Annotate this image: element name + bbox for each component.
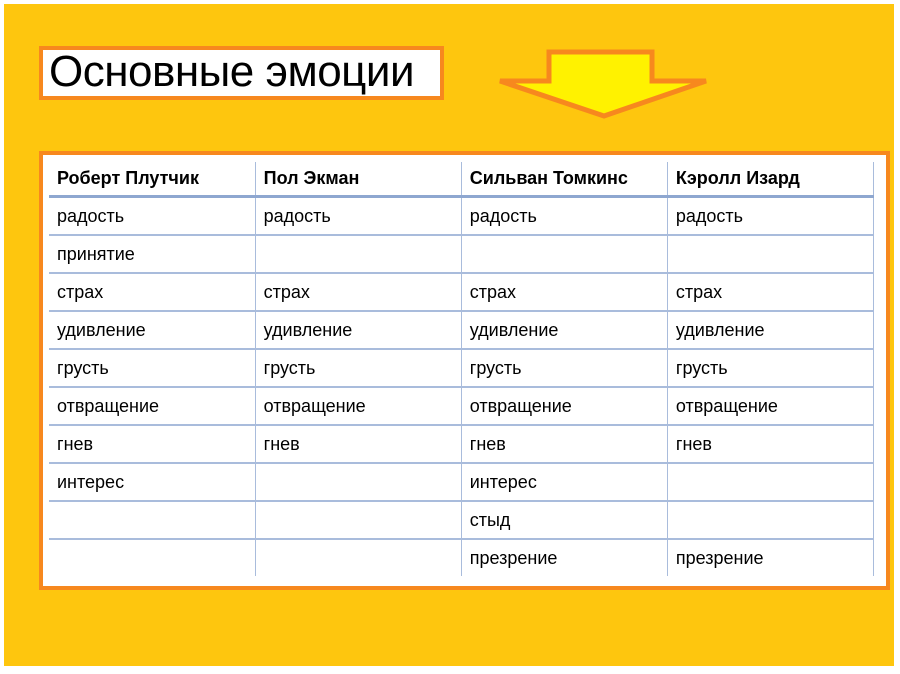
table-cell: презрение	[461, 539, 668, 576]
table-cell	[49, 501, 256, 540]
table-row: страх страх страх страх	[49, 273, 875, 312]
table-cell	[255, 539, 462, 576]
table-cell	[461, 235, 668, 274]
table-cell: радость	[461, 196, 668, 236]
column-header: Пол Экман	[255, 162, 462, 198]
table-cell	[49, 539, 256, 576]
table-cell	[255, 463, 462, 502]
title-box: Основные эмоции	[39, 46, 444, 100]
table-cell: страх	[667, 273, 875, 312]
table-row: удивление удивление удивление удивление	[49, 311, 875, 350]
table-cell: отвращение	[667, 387, 875, 426]
table-cell: удивление	[49, 311, 256, 350]
table-row: отвращение отвращение отвращение отвращение	[49, 387, 875, 426]
table-row: радость радость радость радость	[49, 196, 875, 236]
table-cell: удивление	[255, 311, 462, 350]
table-cell	[667, 235, 875, 274]
table-cell: страх	[49, 273, 256, 312]
table-cell: удивление	[667, 311, 875, 350]
table-cell	[667, 463, 875, 502]
slide: Основные эмоции Роберт Плутчик Пол Экман…	[4, 4, 894, 666]
table-cell: интерес	[49, 463, 256, 502]
table-cell: отвращение	[255, 387, 462, 426]
table-cell: радость	[667, 196, 875, 236]
table-panel: Роберт Плутчик Пол Экман Сильван Томкинс…	[39, 151, 890, 590]
table-cell: отвращение	[49, 387, 256, 426]
table-header-row: Роберт Плутчик Пол Экман Сильван Томкинс…	[49, 162, 875, 198]
table-cell: отвращение	[461, 387, 668, 426]
table-cell: грусть	[461, 349, 668, 388]
table-cell: удивление	[461, 311, 668, 350]
table-cell	[667, 501, 875, 540]
table-cell	[255, 235, 462, 274]
table-cell: страх	[461, 273, 668, 312]
page-title: Основные эмоции	[49, 47, 415, 96]
column-header: Кэролл Изард	[667, 162, 875, 198]
table-cell: гнев	[49, 425, 256, 464]
table-cell: гнев	[667, 425, 875, 464]
emotions-table: Роберт Плутчик Пол Экман Сильван Томкинс…	[49, 162, 875, 576]
table-cell: радость	[255, 196, 462, 236]
column-header: Сильван Томкинс	[461, 162, 668, 198]
table-cell: гнев	[255, 425, 462, 464]
table-row: интерес интерес	[49, 463, 875, 502]
table-cell: гнев	[461, 425, 668, 464]
table-cell: грусть	[49, 349, 256, 388]
table-cell: радость	[49, 196, 256, 236]
table-cell	[255, 501, 462, 540]
table-cell: презрение	[667, 539, 875, 576]
table-row: принятие	[49, 235, 875, 274]
table-cell: стыд	[461, 501, 668, 540]
table-cell: страх	[255, 273, 462, 312]
table-cell: интерес	[461, 463, 668, 502]
table-row: стыд	[49, 501, 875, 540]
table-row: грусть грусть грусть грусть	[49, 349, 875, 388]
table-cell: принятие	[49, 235, 256, 274]
table-cell: грусть	[255, 349, 462, 388]
table-cell: грусть	[667, 349, 875, 388]
column-header: Роберт Плутчик	[49, 162, 256, 198]
table-row: презрение презрение	[49, 539, 875, 576]
down-arrow-icon	[499, 49, 707, 119]
table-row: гнев гнев гнев гнев	[49, 425, 875, 464]
